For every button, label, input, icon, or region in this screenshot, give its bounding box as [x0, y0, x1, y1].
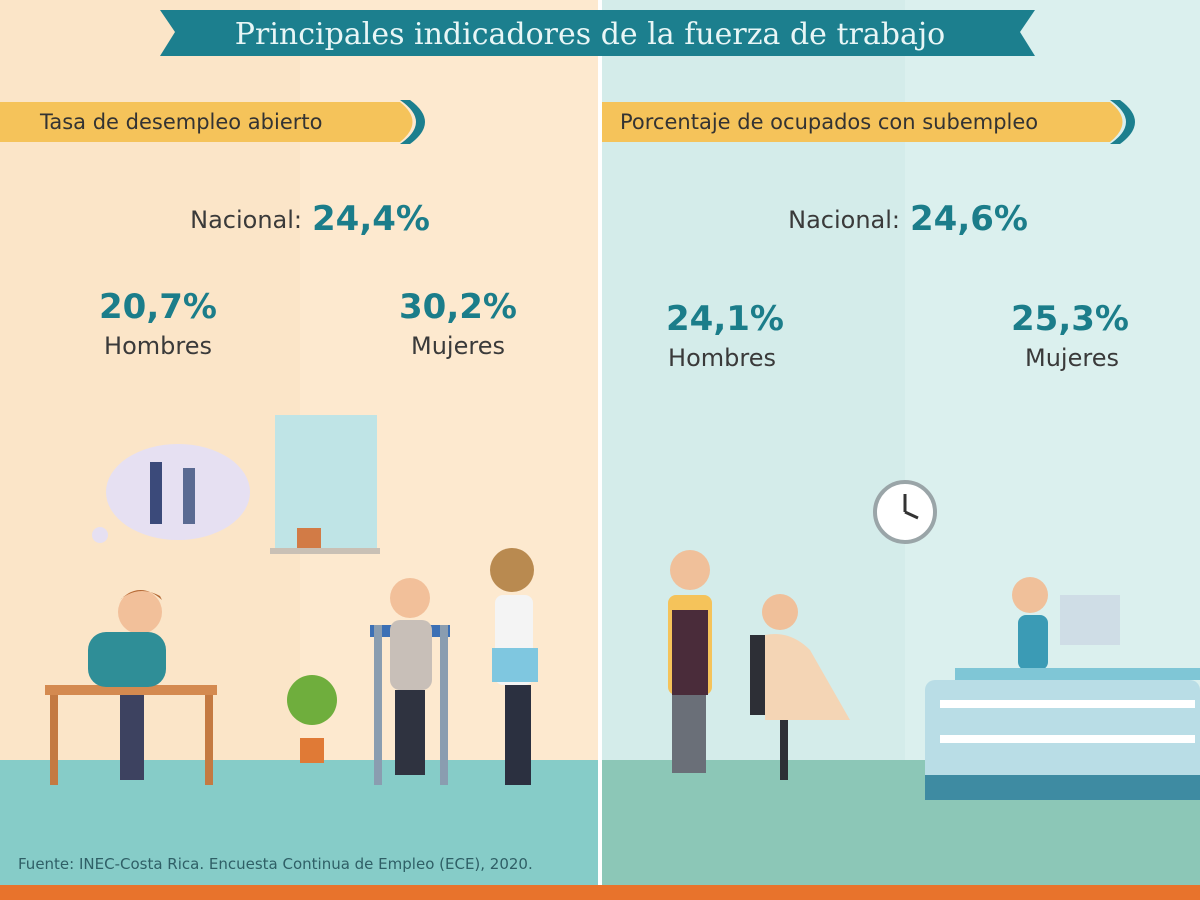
chair	[750, 635, 768, 715]
bottom-bar	[0, 885, 1200, 900]
national-value: 24,6%	[910, 199, 1028, 239]
person-head	[670, 550, 710, 590]
person-legs	[672, 695, 706, 773]
group-value: 25,3%	[1011, 299, 1129, 339]
folder	[492, 648, 538, 682]
person-head	[762, 594, 798, 630]
plant	[287, 675, 337, 725]
group-label: Mujeres	[1025, 344, 1119, 372]
panel-heading: Tasa de desempleo abierto	[39, 110, 322, 134]
shelf	[940, 700, 1195, 708]
national-label: Nacional:	[788, 206, 900, 234]
group-value: 30,2%	[399, 287, 517, 327]
bubble-figure	[183, 468, 195, 524]
counter-base	[925, 775, 1200, 800]
person-body	[1018, 615, 1048, 670]
bubble-figure	[150, 462, 162, 524]
counter-top	[955, 668, 1200, 680]
person-legs	[395, 690, 425, 775]
group-value: 20,7%	[99, 287, 217, 327]
heading-ribbon-tip	[1110, 100, 1135, 144]
heading-ribbon	[602, 102, 1123, 142]
person-legs	[120, 695, 144, 780]
person-head	[1012, 577, 1048, 613]
thought-dot	[92, 527, 108, 543]
group-label: Hombres	[104, 332, 212, 360]
chair-stand	[780, 720, 788, 780]
desk	[45, 685, 217, 695]
desk-leg	[50, 695, 58, 785]
person-body	[390, 620, 432, 690]
chair-leg	[374, 625, 382, 785]
group-label: Mujeres	[411, 332, 505, 360]
left-floor	[0, 760, 598, 885]
person-head	[490, 548, 534, 592]
window	[275, 415, 377, 550]
shelf	[940, 735, 1195, 743]
group-value: 24,1%	[666, 299, 784, 339]
person-head	[390, 578, 430, 618]
plant-pot	[300, 738, 324, 763]
apron	[672, 610, 708, 695]
window-sill	[270, 548, 380, 554]
person-head	[118, 590, 162, 634]
chair-leg	[440, 625, 448, 785]
heading-ribbon	[0, 102, 413, 142]
salon-cape	[765, 634, 850, 720]
national-label: Nacional:	[190, 206, 302, 234]
source: Fuente: INEC-Costa Rica. Encuesta Contin…	[18, 855, 533, 873]
national-value: 24,4%	[312, 199, 430, 239]
title: Principales indicadores de la fuerza de …	[235, 17, 945, 52]
heading-ribbon-tip	[400, 100, 425, 144]
thought-bubble	[106, 444, 250, 540]
divider	[598, 0, 602, 885]
clock-hand	[904, 510, 919, 520]
desk-leg	[205, 695, 213, 785]
person-body	[88, 632, 166, 687]
newspaper	[1060, 595, 1120, 645]
person-hair	[120, 590, 162, 600]
panel-heading: Porcentaje de ocupados con subempleo	[620, 110, 1038, 134]
person-legs	[505, 685, 531, 785]
group-label: Hombres	[668, 344, 776, 372]
title-ribbon	[160, 10, 1035, 56]
plant-pot	[297, 528, 321, 548]
